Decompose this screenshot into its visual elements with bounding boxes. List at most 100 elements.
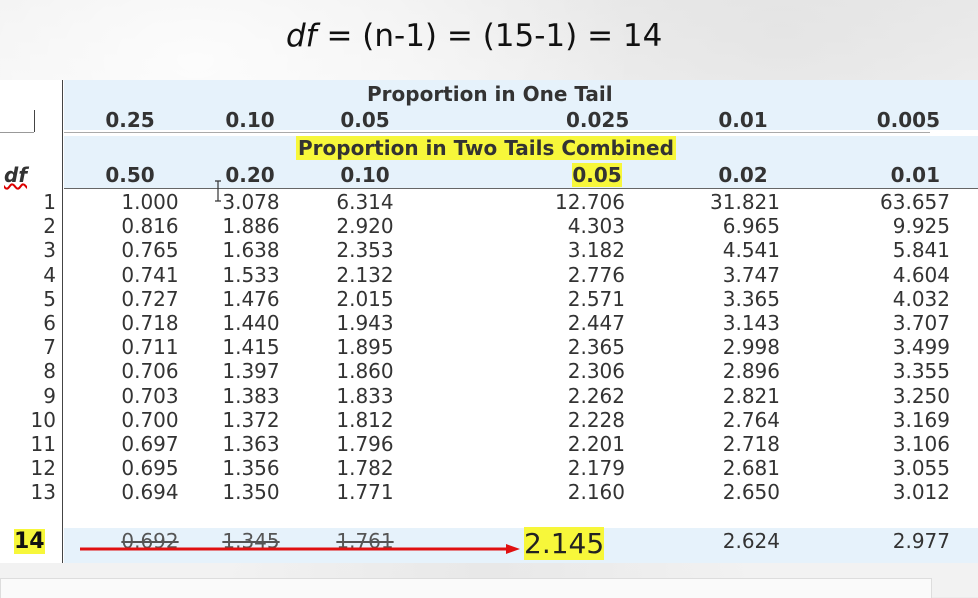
table-cell: 1.638 — [222, 238, 280, 263]
two-tail-010: 0.10 — [340, 163, 390, 187]
table-cell: 1.397 — [222, 359, 280, 384]
table-cell: 5.841 — [892, 238, 950, 263]
df-formula: df = (n-1) = (15-1) = 14 — [286, 18, 662, 54]
df-value: 7 — [43, 335, 56, 360]
table-cell: 1.440 — [222, 311, 280, 335]
table-cell: 4.032 — [892, 286, 950, 311]
table-cell: 0.718 — [121, 311, 179, 335]
table-cell: 2.306 — [567, 359, 625, 384]
table-cell: 1.943 — [336, 311, 394, 335]
table-cell: 3.707 — [892, 311, 950, 335]
two-tail-020: 0.20 — [225, 163, 275, 187]
table-cell: 12.706 — [555, 190, 625, 214]
table-cell: 2.896 — [722, 359, 780, 384]
table-cell: 3.078 — [222, 190, 280, 214]
table-cell: 3.747 — [722, 262, 780, 287]
table-cell: 1.476 — [222, 286, 280, 311]
one-tail-title: Proportion in One Tail — [367, 82, 613, 106]
df-value: 6 — [43, 311, 56, 335]
table-cell: 4.604 — [892, 262, 950, 287]
table-cell: 1.533 — [222, 262, 280, 287]
table-cell: 2.998 — [722, 335, 780, 360]
table-cell: 63.657 — [880, 190, 950, 214]
two-tail-title: Proportion in Two Tails Combined — [296, 136, 676, 160]
table-cell: 1.812 — [336, 407, 394, 432]
formula-expression: = (n-1) = (15-1) = 14 — [316, 18, 663, 54]
table-cell: 2.920 — [336, 214, 394, 239]
table-cell: 3.365 — [722, 286, 780, 311]
table-cell: 0.697 — [121, 432, 179, 456]
two-tail-002: 0.02 — [718, 163, 768, 187]
table-cell: 2.365 — [567, 335, 625, 360]
table-cell: 1.860 — [336, 359, 394, 384]
table-cell: 2.718 — [722, 432, 780, 456]
answer-value-highlighted: 2.145 — [524, 527, 605, 560]
table-cell: 2.776 — [567, 262, 625, 287]
table-cell: 2.179 — [567, 456, 625, 481]
table-cell: 2.624 — [722, 529, 780, 553]
table-cell: 3.106 — [892, 432, 950, 456]
two-tail-001: 0.01 — [890, 163, 940, 187]
one-tail-0025: 0.025 — [566, 108, 630, 132]
table-cell: 0.695 — [121, 456, 179, 481]
header-bottom-divider — [64, 188, 978, 189]
one-tail-005: 0.05 — [340, 108, 390, 132]
table-cell: 0.727 — [121, 286, 179, 311]
table-cell: 3.169 — [892, 407, 950, 432]
df-value: 3 — [43, 238, 56, 263]
df-value: 4 — [43, 262, 56, 287]
table-cell: 3.055 — [892, 456, 950, 481]
table-cell: 2.571 — [567, 286, 625, 311]
df-value: 14 — [14, 529, 45, 554]
df-value: 9 — [43, 383, 56, 408]
df-value: 8 — [43, 359, 56, 384]
two-tail-005-highlighted: 0.05 — [572, 163, 622, 187]
table-cell: 2.201 — [567, 432, 625, 456]
formula-df: df — [286, 18, 317, 54]
table-cell: 3.250 — [892, 383, 950, 408]
table-cell: 0.694 — [121, 480, 179, 505]
table-cell: 1.372 — [222, 407, 280, 432]
t-distribution-table: Proportion in One Tail 0.25 0.10 0.05 0.… — [0, 80, 978, 563]
table-cell: 2.764 — [722, 407, 780, 432]
table-cell: 1.782 — [336, 456, 394, 481]
table-cell: 6.314 — [336, 190, 394, 214]
table-cell: 1.383 — [222, 383, 280, 408]
row-14-band — [64, 528, 978, 563]
header-tick-mark — [34, 110, 35, 132]
one-tail-header-band — [64, 80, 978, 130]
table-cell: 2.681 — [722, 456, 780, 481]
df-value: 2 — [43, 214, 56, 239]
table-cell: 2.977 — [892, 529, 950, 553]
text-cursor-icon — [215, 180, 221, 202]
table-cell: 2.262 — [567, 383, 625, 408]
table-cell: 1.415 — [222, 335, 280, 360]
table-cell: 2.821 — [722, 383, 780, 408]
two-tail-050: 0.50 — [105, 163, 155, 187]
table-cell: 0.700 — [121, 407, 179, 432]
table-cell: 1.771 — [336, 480, 394, 505]
table-cell: 0.703 — [121, 383, 179, 408]
df-value: 12 — [30, 456, 56, 481]
table-cell: 2.015 — [336, 286, 394, 311]
table-cell: 3.182 — [567, 238, 625, 263]
table-cell: 2.160 — [567, 480, 625, 505]
one-tail-divider — [64, 132, 930, 133]
table-cell: 9.925 — [892, 214, 950, 239]
table-cell: 0.741 — [121, 262, 179, 287]
one-tail-025: 0.25 — [105, 108, 155, 132]
df-value: 10 — [30, 407, 56, 432]
df-value: 5 — [43, 286, 56, 311]
table-cell: 2.228 — [567, 407, 625, 432]
table-cell: 4.303 — [567, 214, 625, 239]
table-cell: 1.350 — [222, 480, 280, 505]
table-cell: 1.796 — [336, 432, 394, 456]
table-cell: 1.886 — [222, 214, 280, 239]
table-cell: 6.965 — [722, 214, 780, 239]
table-cell: 0.711 — [121, 335, 179, 360]
table-cell: 3.143 — [722, 311, 780, 335]
df-value: 11 — [30, 432, 56, 456]
table-cell: 2.447 — [567, 311, 625, 335]
bottom-panel — [0, 578, 932, 598]
table-cell: 0.706 — [121, 359, 179, 384]
